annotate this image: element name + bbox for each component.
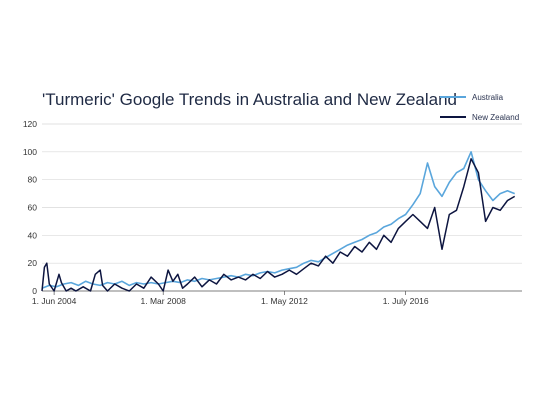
series-line-new-zealand: [41, 158, 516, 292]
legend-label: Australia: [472, 93, 504, 102]
x-tick-label: 1. Jun 2004: [32, 296, 77, 306]
y-tick-label: 100: [23, 147, 37, 157]
chart-title: 'Turmeric' Google Trends in Australia an…: [42, 90, 458, 109]
y-tick-label: 0: [32, 286, 37, 296]
y-tick-label: 40: [28, 230, 38, 240]
legend-label: New Zealand: [472, 113, 519, 122]
y-tick-label: 80: [28, 175, 38, 185]
y-tick-label: 60: [28, 203, 38, 213]
x-tick-label: 1. July 2016: [383, 296, 429, 306]
x-tick-label: 1. May 2012: [261, 296, 308, 306]
series-lines: [41, 151, 516, 292]
gridlines: [42, 123, 522, 292]
series-line-australia: [41, 151, 515, 289]
axes: 0 20 40 60 80 100 120 1. Jun 2004 1. Mar 2008 1. …: [23, 119, 429, 306]
x-tick-label: 1. Mar 2008: [141, 296, 187, 306]
y-tick-label: 120: [23, 119, 37, 129]
y-tick-label: 20: [28, 258, 38, 268]
legend: Australia New Zealand: [440, 93, 519, 122]
